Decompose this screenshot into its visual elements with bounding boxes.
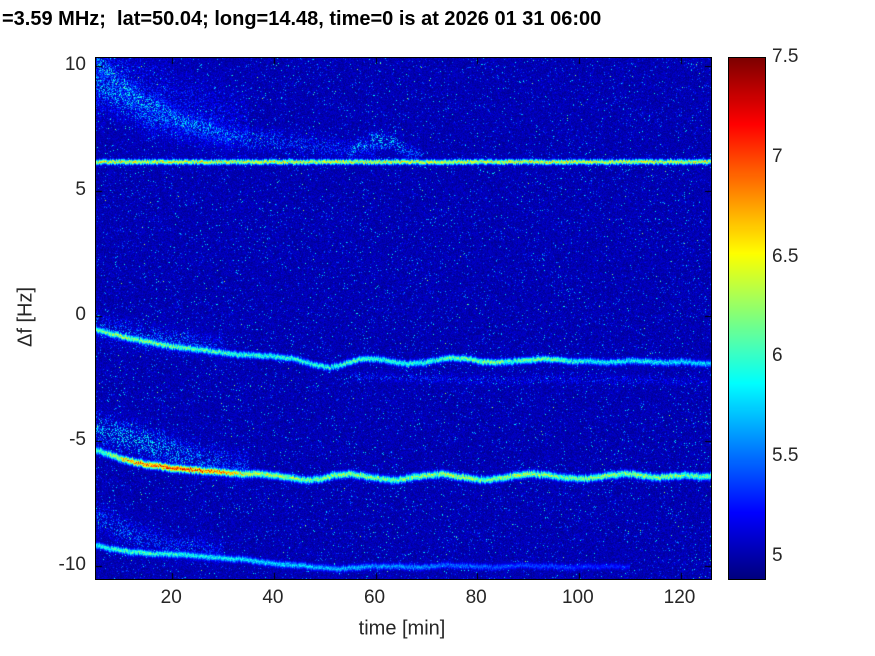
colorbar [728, 57, 766, 580]
y-axis-label: Δf [Hz] [14, 286, 37, 348]
colorbar-tick-label: 7 [772, 145, 783, 167]
chart-title: =3.59 MHz; lat=50.04; long=14.48, time=0… [2, 8, 602, 30]
y-tick-label: -10 [58, 554, 86, 575]
x-tick-label: 80 [465, 587, 487, 608]
colorbar-tick-label: 6 [772, 345, 783, 367]
x-axis-label: time [min] [358, 617, 446, 640]
x-tick-label: 100 [561, 587, 594, 608]
y-tick-label: 10 [64, 54, 86, 75]
x-tick-label: 20 [160, 587, 182, 608]
y-tick-label: 0 [75, 304, 86, 325]
y-tick-label: 5 [75, 179, 86, 200]
x-tick-label: 120 [663, 587, 696, 608]
plot-area [95, 57, 712, 580]
x-tick-label: 40 [262, 587, 284, 608]
colorbar-canvas [729, 58, 765, 579]
colorbar-tick-label: 5.5 [772, 445, 799, 467]
colorbar-tick-label: 6.5 [772, 245, 799, 267]
spectrogram-canvas [96, 58, 711, 579]
colorbar-tick-label: 5 [772, 545, 783, 567]
y-tick-label: -5 [69, 429, 86, 450]
colorbar-tick-label: 7.5 [772, 46, 799, 67]
x-tick-label: 60 [363, 587, 386, 608]
